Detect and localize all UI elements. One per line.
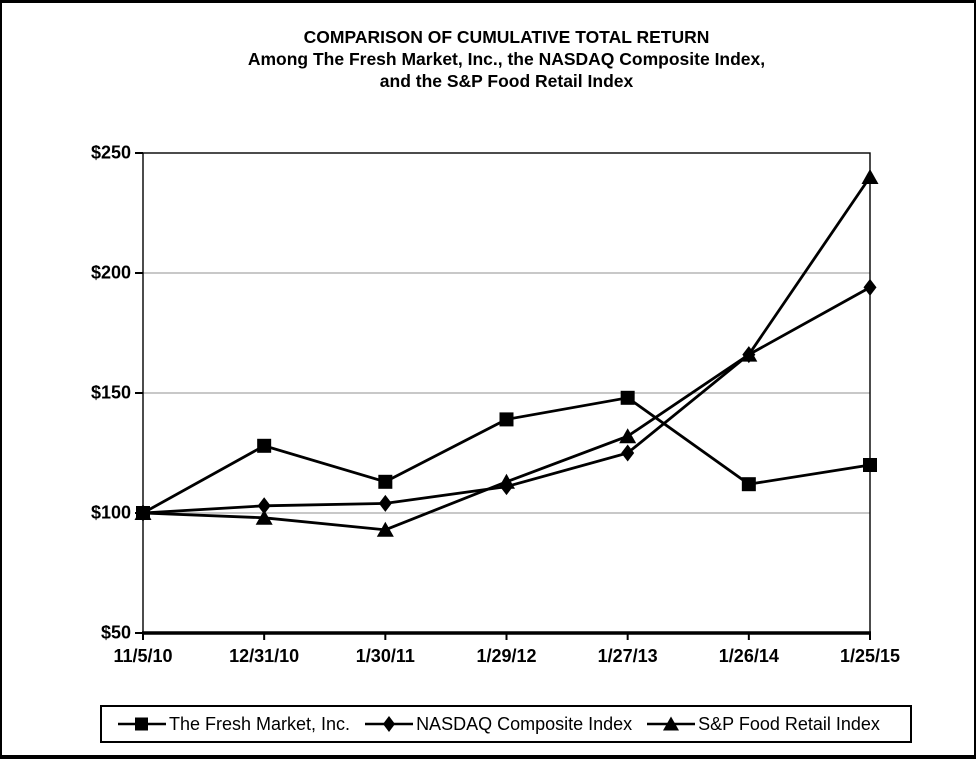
legend-entry-sp-food-retail: S&P Food Retail Index [647, 714, 880, 735]
square-data-point [499, 412, 514, 427]
triangle-marker-icon [647, 716, 696, 731]
chart-canvas [134, 152, 879, 640]
chart-title-line2: Among The Fresh Market, Inc., the NASDAQ… [247, 49, 766, 69]
triangle-data-point [498, 473, 515, 489]
triangle-data-point [740, 346, 758, 362]
triangle-data-point [255, 509, 273, 525]
y-tick-label: $200 [90, 262, 131, 283]
chart-title-line1: COMPARISON OF CUMULATIVE TOTAL RETURN [303, 27, 710, 47]
triangle-data-point [376, 521, 394, 537]
x-tick-label: 1/26/14 [718, 646, 779, 666]
x-tick-label: 11/5/10 [113, 646, 173, 666]
square-data-point [863, 458, 877, 472]
x-tick-label: 1/25/15 [839, 646, 901, 666]
diamond-data-point [378, 494, 392, 512]
legend-entry-nasdaq: NASDAQ Composite Index [365, 714, 632, 735]
y-tick-label: $100 [90, 502, 131, 523]
square-marker-icon [118, 717, 166, 731]
y-tick-label: $250 [90, 142, 131, 163]
triangle-data-point [619, 428, 637, 444]
y-tick-label: $50 [100, 622, 131, 643]
square-data-point [741, 477, 756, 492]
diamond-data-point [863, 278, 877, 296]
legend-label-nasdaq: NASDAQ Composite Index [416, 713, 633, 734]
legend: The Fresh Market, Inc. NASDAQ Composite … [100, 705, 912, 743]
x-tick-label: 12/31/10 [229, 646, 300, 666]
legend-label-sp-food-retail: S&P Food Retail Index [698, 713, 880, 734]
legend-label-fresh-market: The Fresh Market, Inc. [169, 713, 351, 734]
diamond-data-point [257, 497, 271, 515]
diamond-data-point [621, 444, 635, 462]
triangle-data-point [861, 169, 879, 184]
y-tick-label: $150 [90, 382, 131, 403]
x-tick-label: 1/30/11 [355, 646, 415, 666]
chart-title-line3: and the S&P Food Retail Index [379, 71, 634, 91]
triangle-data-point [134, 505, 152, 520]
diamond-marker-icon [365, 716, 414, 732]
x-tick-label: 1/29/12 [476, 646, 537, 666]
legend-entry-fresh-market: The Fresh Market, Inc. [118, 714, 350, 735]
square-data-point [257, 438, 272, 453]
square-data-point [378, 474, 393, 489]
square-data-point [620, 390, 635, 405]
x-tick-label: 1/27/13 [597, 646, 658, 666]
chart-title: COMPARISON OF CUMULATIVE TOTAL RETURN Am… [0, 26, 976, 92]
